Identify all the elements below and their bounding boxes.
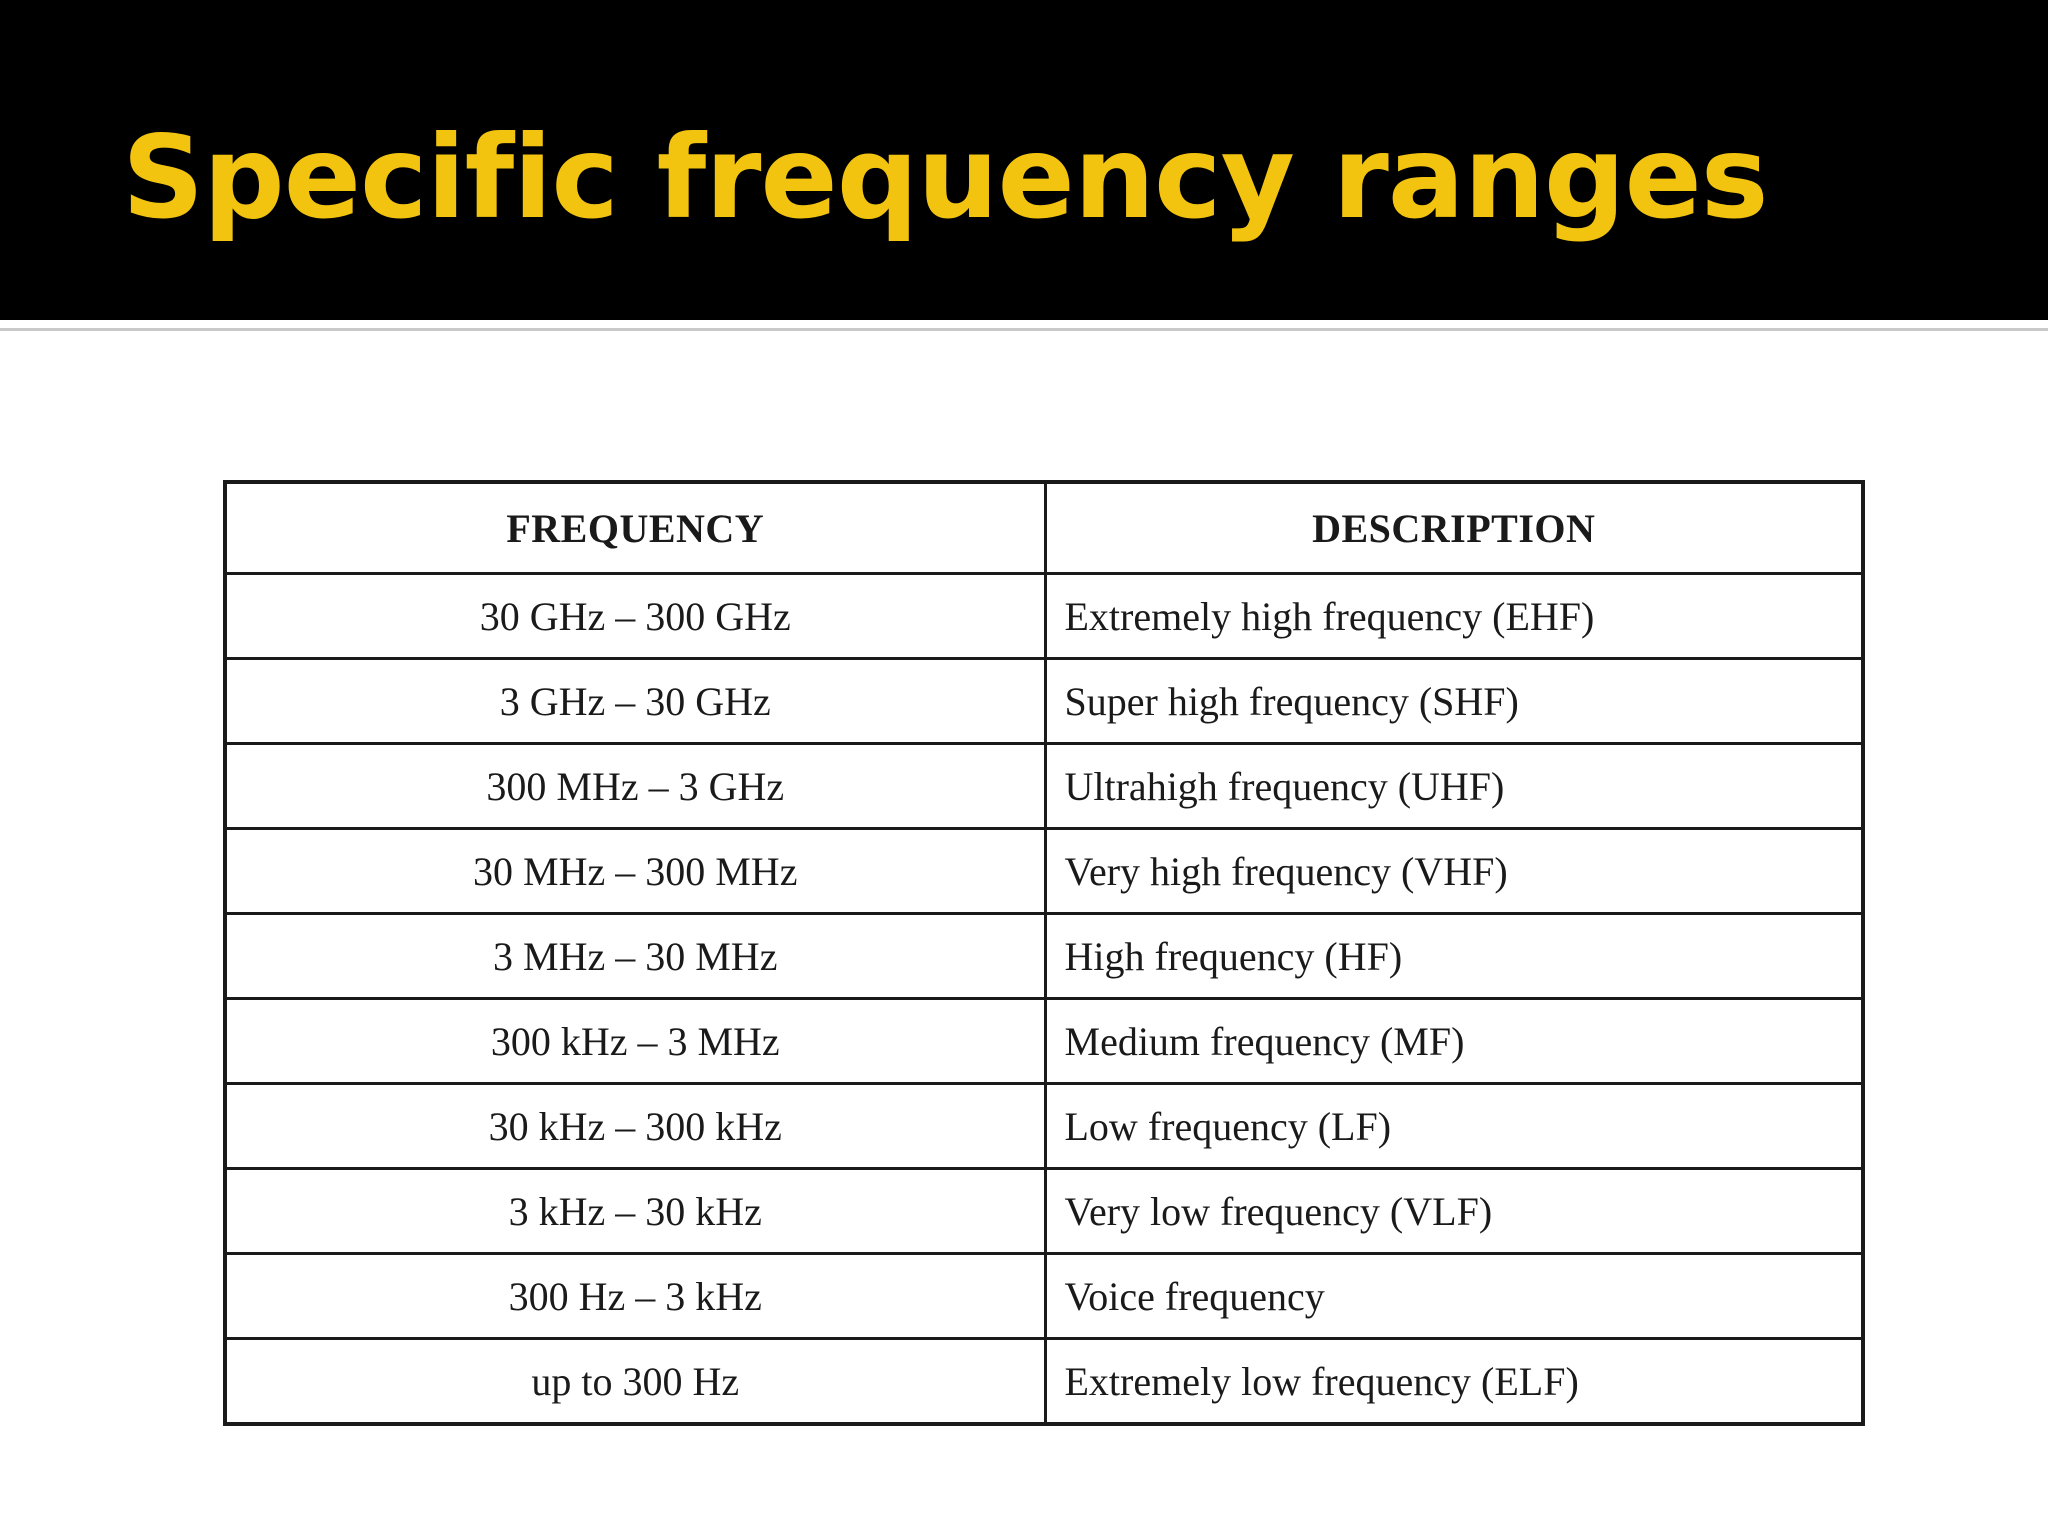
frequency-range: 3 MHz – 30 MHz: [493, 933, 778, 979]
table-row: 300 Hz – 3 kHz Voice frequency: [223, 1252, 1865, 1340]
description-cell: Voice frequency: [1043, 1252, 1865, 1340]
frequency-cell: 30 GHz – 300 GHz: [223, 572, 1047, 660]
frequency-range: 300 kHz – 3 MHz: [490, 1018, 780, 1064]
header-description: DESCRIPTION: [1043, 480, 1865, 575]
frequency-range: 30 kHz – 300 kHz: [488, 1103, 782, 1149]
description-cell: Low frequency (LF): [1043, 1082, 1865, 1170]
frequency-range: 300 MHz – 3 GHz: [486, 763, 785, 809]
description-cell: Ultrahigh frequency (UHF): [1043, 742, 1865, 830]
frequency-cell: 300 MHz – 3 GHz: [223, 742, 1047, 830]
description-cell: Extremely high frequency (EHF): [1043, 572, 1865, 660]
frequency-cell: 300 kHz – 3 MHz: [223, 997, 1047, 1085]
table-row: 300 kHz – 3 MHz Medium frequency (MF): [223, 997, 1865, 1085]
frequency-cell: 30 kHz – 300 kHz: [223, 1082, 1047, 1170]
header-frequency: FREQUENCY: [223, 480, 1047, 575]
table-row: 3 MHz – 30 MHz High frequency (HF): [223, 912, 1865, 1000]
frequency-cell: 3 GHz – 30 GHz: [223, 657, 1047, 745]
description-cell: Extremely low frequency (ELF): [1043, 1337, 1865, 1426]
frequency-range: 30 GHz – 300 GHz: [479, 593, 791, 639]
frequency-range: 300 Hz – 3 kHz: [508, 1273, 762, 1319]
frequency-range: 3 kHz – 30 kHz: [508, 1188, 762, 1234]
frequency-cell: 30 MHz – 300 MHz: [223, 827, 1047, 915]
slide-title: Specific frequency ranges: [122, 111, 1769, 244]
description-cell: Medium frequency (MF): [1043, 997, 1865, 1085]
description-cell: Super high frequency (SHF): [1043, 657, 1865, 745]
title-bar: Specific frequency ranges: [0, 0, 2048, 320]
frequency-table: FREQUENCY DESCRIPTION 30 GHz – 300 GHz E…: [223, 480, 1865, 1426]
frequency-cell: 3 MHz – 30 MHz: [223, 912, 1047, 1000]
frequency-range: 30 MHz – 300 MHz: [473, 848, 798, 894]
frequency-cell: 3 kHz – 30 kHz: [223, 1167, 1047, 1255]
table-row: 30 MHz – 300 MHz Very high frequency (VH…: [223, 827, 1865, 915]
table-row: 30 GHz – 300 GHz Extremely high frequenc…: [223, 572, 1865, 660]
table-header-row: FREQUENCY DESCRIPTION: [223, 480, 1865, 575]
description-cell: Very high frequency (VHF): [1043, 827, 1865, 915]
description-cell: High frequency (HF): [1043, 912, 1865, 1000]
title-divider: [0, 328, 2048, 331]
table-row: 3 kHz – 30 kHz Very low frequency (VLF): [223, 1167, 1865, 1255]
frequency-cell: up to 300 Hz: [223, 1337, 1047, 1426]
table-row: up to 300 Hz Extremely low frequency (EL…: [223, 1337, 1865, 1426]
frequency-range: up to 300 Hz: [531, 1358, 740, 1404]
description-cell: Very low frequency (VLF): [1043, 1167, 1865, 1255]
frequency-cell: 300 Hz – 3 kHz: [223, 1252, 1047, 1340]
table-row: 300 MHz – 3 GHz Ultrahigh frequency (UHF…: [223, 742, 1865, 830]
table-row: 3 GHz – 30 GHz Super high frequency (SHF…: [223, 657, 1865, 745]
frequency-range: 3 GHz – 30 GHz: [499, 678, 771, 724]
table-row: 30 kHz – 300 kHz Low frequency (LF): [223, 1082, 1865, 1170]
